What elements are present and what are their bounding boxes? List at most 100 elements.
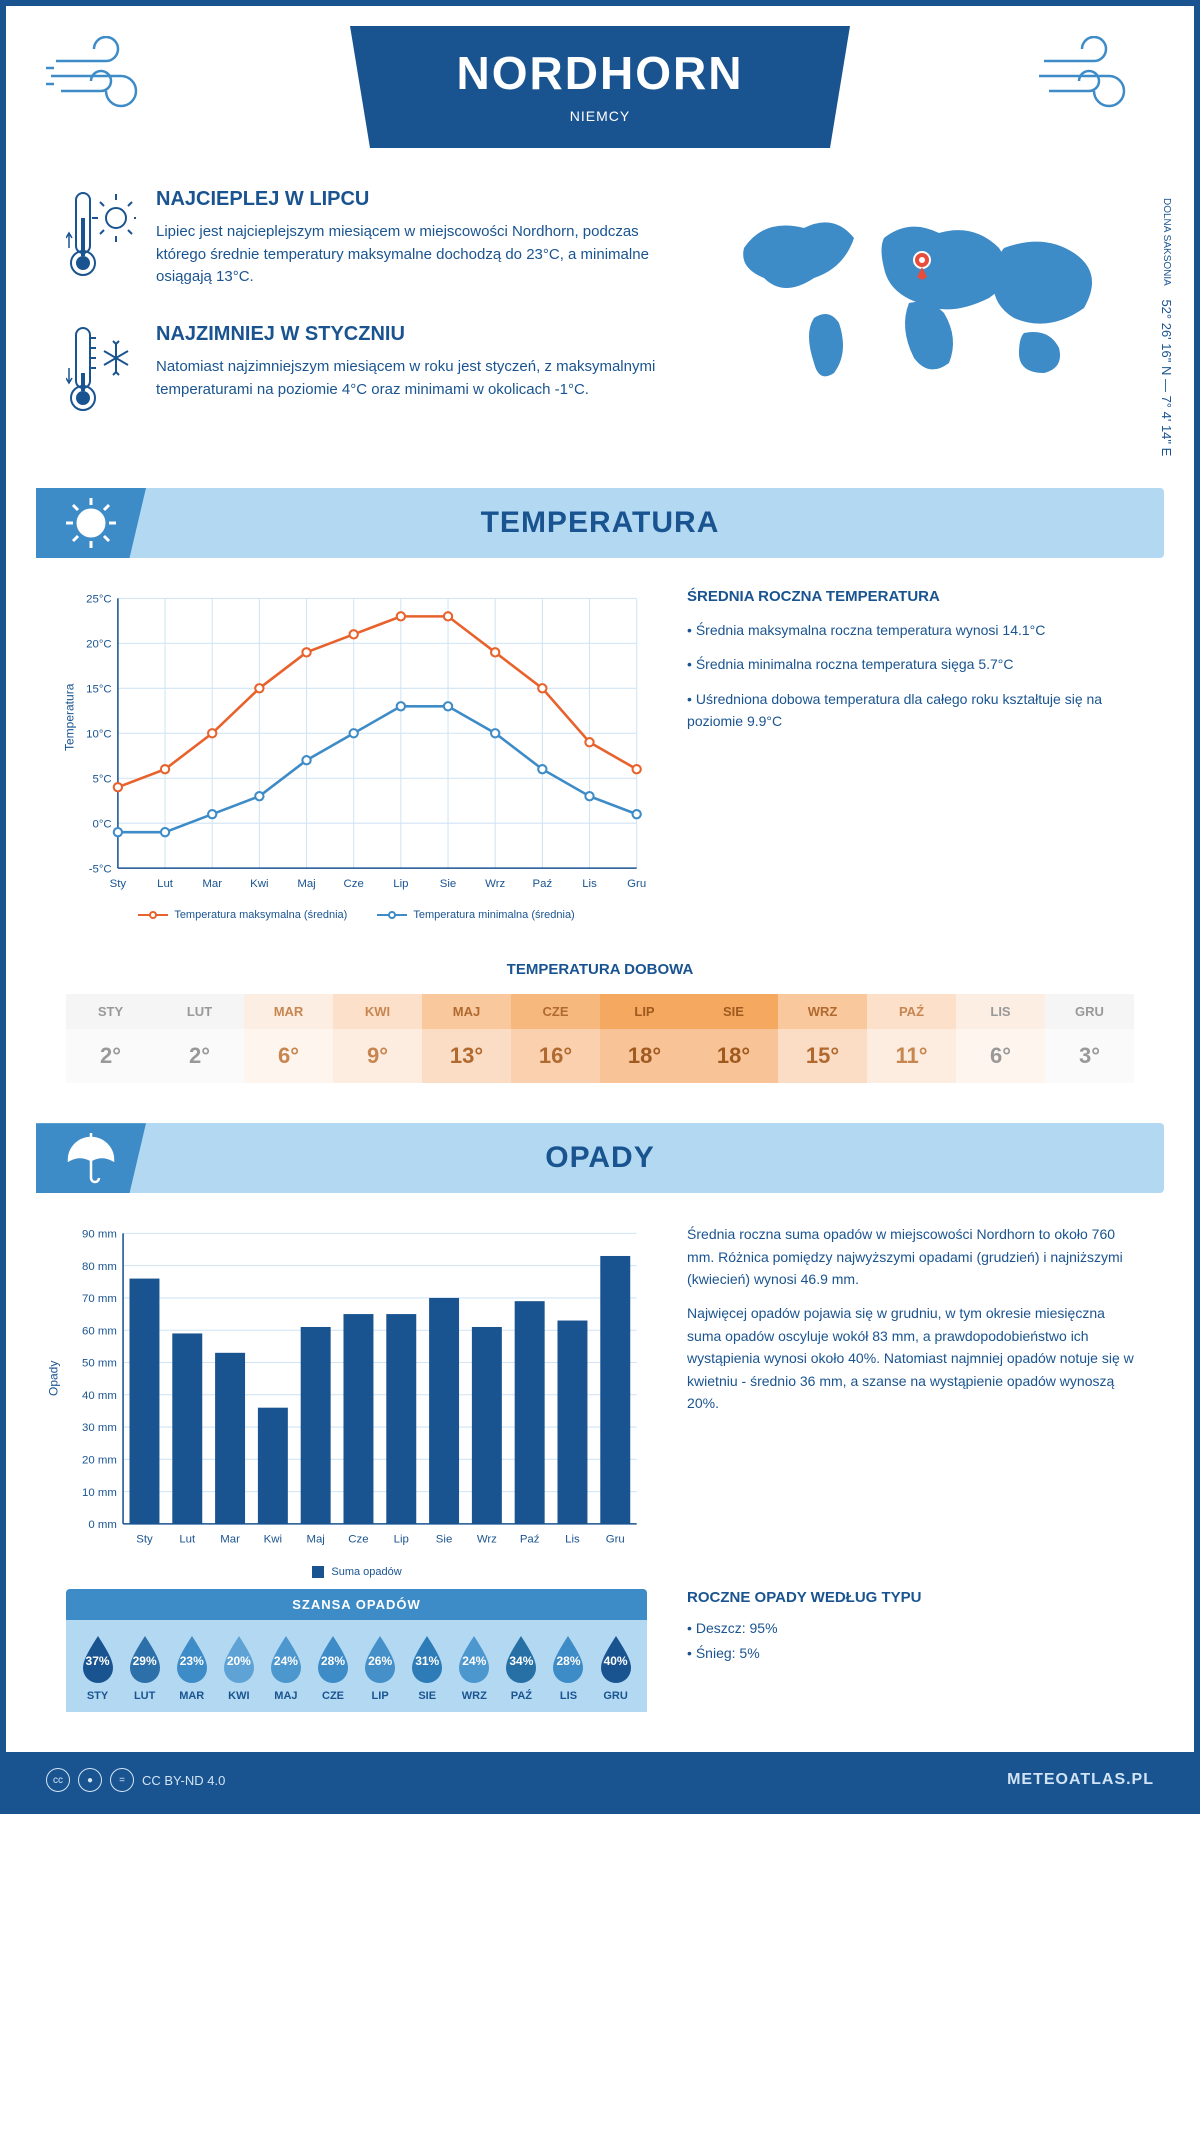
svg-text:Wrz: Wrz [477, 1534, 497, 1546]
daily-temp-table: STY 2° LUT 2° MAR 6° KWI 9° MAJ 13° CZE … [66, 994, 1134, 1083]
raindrop-icon: 28% [312, 1632, 354, 1684]
raindrop-icon: 20% [218, 1632, 260, 1684]
raindrop-icon: 26% [359, 1632, 401, 1684]
temp-cell: MAR 6° [244, 994, 333, 1083]
chance-item: 26% LIP [357, 1632, 404, 1702]
cc-icon: cc [46, 1768, 70, 1792]
temperature-body: Temperatura -5°C0°C5°C10°C15°C20°C25°CSt… [6, 558, 1194, 951]
svg-text:15°C: 15°C [86, 683, 111, 695]
infographic-page: NORDHORN NIEMCY NAJCIEPLEJ W LIPCU Lipie… [0, 0, 1200, 1814]
svg-text:Lis: Lis [582, 878, 597, 890]
chance-item: 24% WRZ [451, 1632, 498, 1702]
coldest-block: NAJZIMNIEJ W STYCZNIU Natomiast najzimni… [66, 323, 674, 428]
temp-cell: KWI 9° [333, 994, 422, 1083]
coldest-title: NAJZIMNIEJ W STYCZNIU [156, 323, 674, 346]
city-name: NORDHORN [350, 46, 850, 100]
coldest-text: Natomiast najzimniejszym miesiącem w rok… [156, 356, 674, 401]
svg-text:10 mm: 10 mm [82, 1487, 117, 1499]
svg-text:0°C: 0°C [93, 818, 112, 830]
chance-item: 23% MAR [168, 1632, 215, 1702]
svg-text:Cze: Cze [344, 878, 364, 890]
raindrop-icon: 24% [265, 1632, 307, 1684]
temp-summary: ŚREDNIA ROCZNA TEMPERATURA • Średnia mak… [687, 588, 1134, 921]
svg-text:50 mm: 50 mm [82, 1358, 117, 1370]
svg-text:20 mm: 20 mm [82, 1455, 117, 1467]
precip-section-header: OPADY [36, 1123, 1164, 1193]
svg-text:30 mm: 30 mm [82, 1422, 117, 1434]
svg-text:Sty: Sty [110, 878, 127, 890]
chance-item: 24% MAJ [262, 1632, 309, 1702]
temp-cell: LIS 6° [956, 994, 1045, 1083]
svg-text:70 mm: 70 mm [82, 1293, 117, 1305]
chance-item: 28% CZE [309, 1632, 356, 1702]
raindrop-icon: 37% [77, 1632, 119, 1684]
svg-text:Sie: Sie [440, 878, 457, 890]
svg-text:0 mm: 0 mm [88, 1519, 117, 1531]
svg-text:Sty: Sty [136, 1534, 153, 1546]
svg-text:Maj: Maj [297, 878, 315, 890]
coordinates: DOLNA SAKSONIA 52° 26' 16" N — 7° 4' 14"… [1159, 198, 1174, 456]
temperature-section-header: TEMPERATURA [36, 488, 1164, 558]
daily-temp-block: TEMPERATURA DOBOWA STY 2° LUT 2° MAR 6° … [6, 951, 1194, 1123]
section-title: TEMPERATURA [481, 506, 720, 540]
svg-text:Gru: Gru [606, 1534, 625, 1546]
sun-icon [36, 488, 146, 558]
svg-text:Paź: Paź [520, 1534, 540, 1546]
svg-text:Sie: Sie [436, 1534, 452, 1546]
svg-text:Maj: Maj [306, 1534, 324, 1546]
svg-text:Paź: Paź [533, 878, 553, 890]
svg-text:-5°C: -5°C [89, 863, 112, 875]
thermometer-cold-icon [66, 323, 136, 428]
temp-legend: Temperatura maksymalna (średnia) Tempera… [66, 909, 647, 921]
wind-icon [46, 36, 166, 121]
chance-item: 29% LUT [121, 1632, 168, 1702]
temp-cell: LIP 18° [600, 994, 689, 1083]
section-title: OPADY [545, 1141, 654, 1175]
raindrop-icon: 29% [124, 1632, 166, 1684]
chance-block: SZANSA OPADÓW 37% STY 29% LUT 23% MAR 20… [66, 1589, 647, 1712]
footer: cc ● = CC BY-ND 4.0 METEOATLAS.PL [6, 1752, 1194, 1808]
site-name: METEOATLAS.PL [1007, 1771, 1154, 1789]
chance-item: 37% STY [74, 1632, 121, 1702]
svg-text:10°C: 10°C [86, 728, 111, 740]
precip-text: Średnia roczna suma opadów w miejscowośc… [687, 1223, 1134, 1579]
raindrop-icon: 40% [595, 1632, 637, 1684]
temp-cell: PAŹ 11° [867, 994, 956, 1083]
svg-text:Mar: Mar [202, 878, 222, 890]
svg-text:25°C: 25°C [86, 594, 111, 606]
temperature-chart: Temperatura -5°C0°C5°C10°C15°C20°C25°CSt… [66, 588, 647, 899]
warmest-block: NAJCIEPLEJ W LIPCU Lipiec jest najcieple… [66, 188, 674, 293]
svg-text:Lut: Lut [179, 1534, 196, 1546]
precip-chart: Opady 0 mm10 mm20 mm30 mm40 mm50 mm60 mm… [66, 1223, 647, 1555]
svg-text:90 mm: 90 mm [82, 1229, 117, 1241]
raindrop-icon: 24% [453, 1632, 495, 1684]
temp-cell: LUT 2° [155, 994, 244, 1083]
svg-text:Kwi: Kwi [264, 1534, 282, 1546]
nd-icon: = [110, 1768, 134, 1792]
svg-text:Lis: Lis [565, 1534, 580, 1546]
raindrop-icon: 23% [171, 1632, 213, 1684]
map-block: DOLNA SAKSONIA 52° 26' 16" N — 7° 4' 14"… [714, 188, 1134, 458]
temp-cell: GRU 3° [1045, 994, 1134, 1083]
raindrop-icon: 28% [547, 1632, 589, 1684]
world-map-icon [714, 188, 1134, 408]
country-name: NIEMCY [350, 108, 850, 124]
svg-text:Lip: Lip [393, 878, 408, 890]
svg-text:80 mm: 80 mm [82, 1261, 117, 1273]
chance-item: 40% GRU [592, 1632, 639, 1702]
svg-text:Wrz: Wrz [485, 878, 505, 890]
license-text: CC BY-ND 4.0 [142, 1773, 225, 1788]
svg-text:40 mm: 40 mm [82, 1390, 117, 1402]
temp-cell: WRZ 15° [778, 994, 867, 1083]
warmest-text: Lipiec jest najcieplejszym miesiącem w m… [156, 221, 674, 289]
svg-text:Gru: Gru [627, 878, 646, 890]
svg-text:60 mm: 60 mm [82, 1326, 117, 1338]
temp-cell: SIE 18° [689, 994, 778, 1083]
raindrop-icon: 34% [500, 1632, 542, 1684]
precip-body: Opady 0 mm10 mm20 mm30 mm40 mm50 mm60 mm… [6, 1193, 1194, 1589]
temp-cell: CZE 16° [511, 994, 600, 1083]
wind-icon [1034, 36, 1154, 121]
svg-text:20°C: 20°C [86, 638, 111, 650]
chance-item: 34% PAŹ [498, 1632, 545, 1702]
warmest-title: NAJCIEPLEJ W LIPCU [156, 188, 674, 211]
